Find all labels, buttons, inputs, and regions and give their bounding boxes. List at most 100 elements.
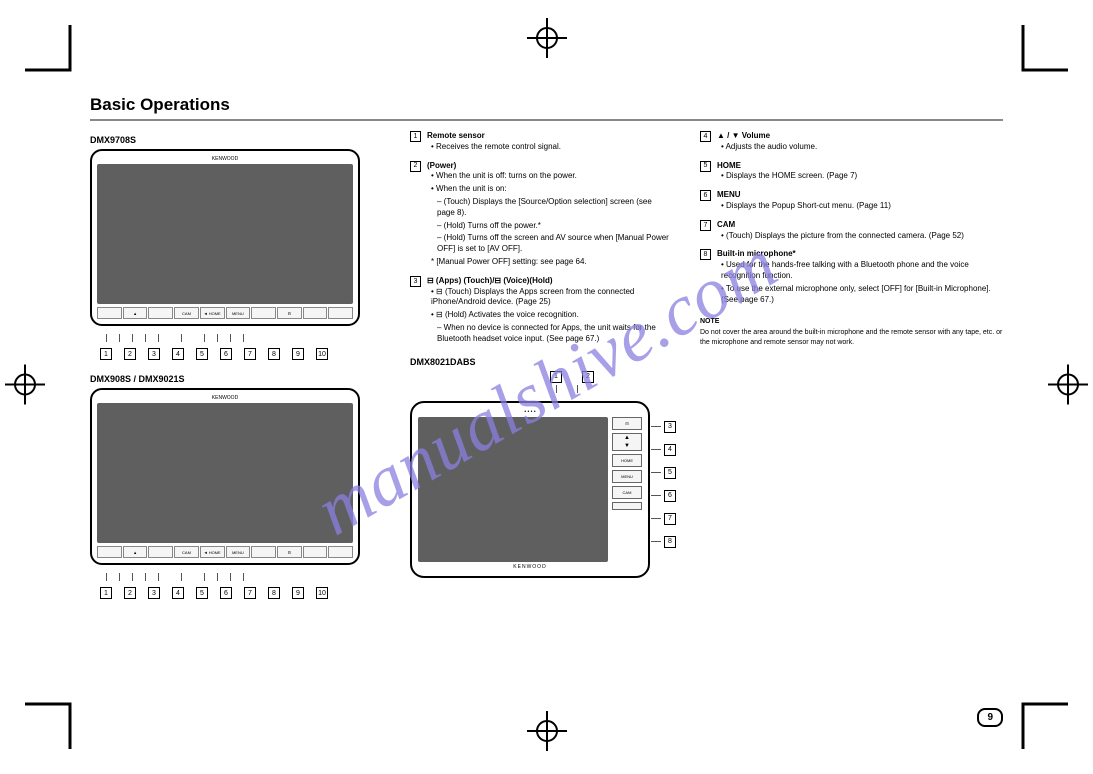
callout: 8 (268, 348, 280, 360)
crop-mark-tr (1008, 25, 1068, 85)
item-subtext: • To use the external microphone only, s… (717, 284, 1003, 306)
dev-a-btn: ◄ HOME (200, 307, 225, 319)
device-a-brand: KENWOOD (97, 156, 353, 162)
section-title: Basic Operations (90, 95, 1003, 115)
callout: 9 (292, 348, 304, 360)
item-text: CAM• (Touch) Displays the picture from t… (717, 220, 1003, 244)
callout: 2 (124, 587, 136, 599)
dev-a-callout-lines (106, 334, 380, 342)
dev-a-btn: ⊟ (277, 307, 302, 319)
dev-a-btn: CAM (174, 307, 199, 319)
callout: 3 (148, 348, 160, 360)
callout: 3 (148, 587, 160, 599)
item-subtext: * [Manual Power OFF] setting: see page 6… (427, 257, 670, 268)
item-number: 6 (700, 190, 711, 201)
dev-a-btn: ▲ (123, 307, 148, 319)
reg-mark-left (5, 365, 45, 410)
d2-btn-blank (612, 502, 642, 510)
device-b-buttons: ▲ CAM ◄ HOME MENU ⊟ (97, 546, 353, 558)
device-a-screen (97, 164, 353, 304)
reg-mark-top (527, 18, 567, 63)
reg-mark-bottom (527, 711, 567, 756)
callout: 8 (664, 536, 676, 548)
description-item: 1 Remote sensor• Receives the remote cont… (410, 131, 670, 155)
dev-b-btn: CAM (174, 546, 199, 558)
device2-brand: KENWOOD (418, 564, 642, 570)
callout: 4 (664, 444, 676, 456)
item-text: Built-in microphone*• Used for the hands… (717, 249, 1003, 307)
dev-b-btn: MENU (226, 546, 251, 558)
item-number: 7 (700, 220, 711, 231)
item-subtext: • Displays the Popup Short-cut menu. (Pa… (717, 201, 1003, 212)
device2-figure: • • • • ⊟ ▲▼ HOME MENU CAM KENWOOD (410, 401, 650, 578)
device2-model: DMX8021DABS (410, 357, 670, 367)
device2-side-buttons: ⊟ ▲▼ HOME MENU CAM (612, 417, 642, 562)
item-subtext: – (Hold) Turns off the screen and AV sou… (427, 233, 670, 255)
dev-b-btn: ▲ (123, 546, 148, 558)
item-text: MENU• Displays the Popup Short-cut menu.… (717, 190, 1003, 214)
device-a-buttons: ▲ CAM ◄ HOME MENU ⊟ (97, 307, 353, 319)
item-subtext: • Receives the remote control signal. (427, 142, 670, 153)
item-text: (Power)• When the unit is off: turns on … (427, 161, 670, 270)
item-number: 8 (700, 249, 711, 260)
dev-a-btn: MENU (226, 307, 251, 319)
item-number: 2 (410, 161, 421, 172)
mid-column: 1 Remote sensor• Receives the remote cont… (410, 131, 670, 599)
item-subtext: • When the unit is on: (427, 184, 670, 195)
device-b-figure: KENWOOD ▲ CAM ◄ HOME MENU ⊟ (90, 388, 360, 565)
item-text: Remote sensor• Receives the remote contr… (427, 131, 670, 155)
description-item: 4▲ / ▼ Volume• Adjusts the audio volume. (700, 131, 1003, 155)
description-item: 5HOME• Displays the HOME screen. (Page 7… (700, 161, 1003, 185)
dev-b-btn (148, 546, 173, 558)
item-text: HOME• Displays the HOME screen. (Page 7) (717, 161, 1003, 185)
dev-b-btn (251, 546, 276, 558)
d2-btn-home: HOME (612, 454, 642, 467)
callout: 5 (196, 348, 208, 360)
item-subtext: • Adjusts the audio volume. (717, 142, 1003, 153)
description-item: 8 Built-in microphone*• Used for the hand… (700, 249, 1003, 307)
dev-b-btn: ◄ HOME (200, 546, 225, 558)
d2-btn-cam: CAM (612, 486, 642, 499)
callout: 10 (316, 348, 328, 360)
model-a-label: DMX9708S (90, 135, 380, 145)
item-subtext: – When no device is connected for Apps, … (427, 323, 670, 345)
title-rule (90, 119, 1003, 121)
callout: 5 (196, 587, 208, 599)
note-title: NOTE (700, 317, 1003, 326)
item-number: 1 (410, 131, 421, 142)
description-item: 6 MENU• Displays the Popup Short-cut menu… (700, 190, 1003, 214)
crop-mark-bl (25, 689, 85, 749)
item-subtext: • Used for the hands-free talking with a… (717, 260, 1003, 282)
callout: 2 (124, 348, 136, 360)
callout: 8 (268, 587, 280, 599)
callout: 10 (316, 587, 328, 599)
device2-top-callouts: 1 2 (550, 371, 670, 383)
page-content: Basic Operations DMX9708S KENWOOD ▲ CAM … (90, 95, 1003, 699)
dev-b-btn (328, 546, 353, 558)
description-item: 3⊟ (Apps) (Touch)/⊟ (Voice)(Hold)• ⊟ (To… (410, 276, 670, 347)
callout: 7 (244, 348, 256, 360)
device2-side-callouts: 3 4 5 6 7 8 (651, 421, 676, 548)
device2-top-sensor: • • • • (418, 409, 642, 415)
item-subtext: • When the unit is off: turns on the pow… (427, 171, 670, 182)
reg-mark-right (1048, 365, 1088, 410)
item-subtext: • (Touch) Displays the picture from the … (717, 231, 1003, 242)
item-label: CAM (717, 220, 1003, 231)
item-subtext: • ⊟ (Hold) Activates the voice recogniti… (427, 310, 670, 321)
page-number: 9 (977, 708, 1003, 727)
callout: 7 (244, 587, 256, 599)
dev-b-btn (303, 546, 328, 558)
callout: 6 (664, 490, 676, 502)
item-label: Built-in microphone* (717, 249, 1003, 260)
model-b-label: DMX908S / DMX9021S (90, 374, 380, 384)
item-subtext: – (Hold) Turns off the power.* (427, 221, 670, 232)
item-subtext: • ⊟ (Touch) Displays the Apps screen fro… (427, 287, 670, 309)
dev-a-btn (328, 307, 353, 319)
description-item: 2 (Power)• When the unit is off: turns on… (410, 161, 670, 270)
right-column: 4▲ / ▼ Volume• Adjusts the audio volume.… (700, 131, 1003, 599)
note-block: NOTE Do not cover the area around the bu… (700, 317, 1003, 346)
callout: 2 (582, 371, 594, 383)
callout: 7 (664, 513, 676, 525)
item-label: MENU (717, 190, 1003, 201)
callout: 3 (664, 421, 676, 433)
